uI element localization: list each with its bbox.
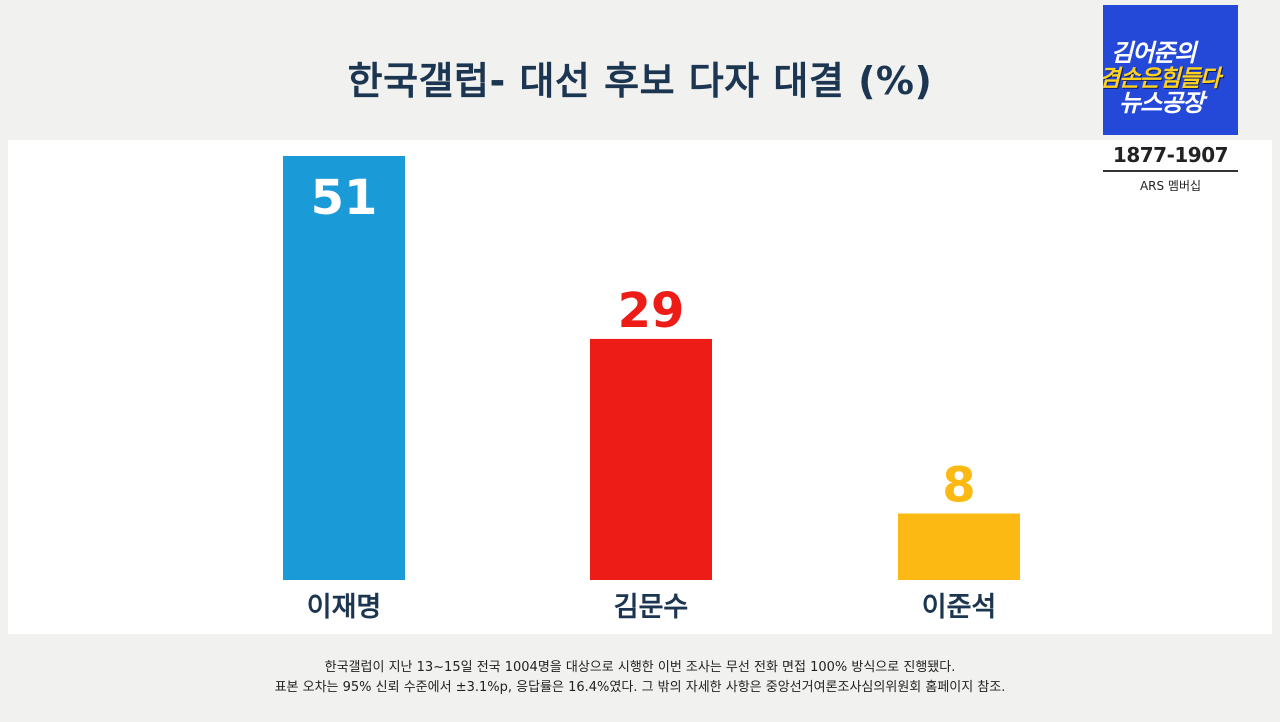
title-band (8, 6, 1272, 140)
bar-2 (590, 338, 712, 580)
bar-3 (898, 513, 1020, 580)
chart-panel: 한국갤럽- 대선 후보 다자 대결 (%) 51 이재명 29 김문수 8 이준석 한국갤… (8, 6, 1272, 716)
bar-chart: 51 이재명 29 김문수 8 이준석 (283, 156, 1020, 623)
chart-title: 한국갤럽- 대선 후보 다자 대결 (%) (347, 59, 933, 103)
phone-number: 1877-1907 (1112, 143, 1229, 167)
value-label-1: 51 (311, 170, 378, 226)
phone-divider (1103, 170, 1238, 172)
value-label-2: 29 (618, 283, 685, 339)
logo-line-3: 뉴스공장 (1119, 89, 1204, 117)
logo-line-1: 김어준의 (1111, 39, 1196, 67)
footnote-line-1: 한국갤럽이 지난 13~15일 전국 1004명을 대상으로 시행한 이번 조사… (324, 660, 956, 675)
news-factory-logo: 김어준의 겸손은힘들다 뉴스공장 (1103, 5, 1238, 135)
ars-membership-label: ARS 멤버십 (1139, 179, 1202, 193)
category-label-1: 이재명 (307, 592, 382, 623)
bar-1 (283, 156, 405, 580)
category-label-3: 이준석 (922, 592, 997, 623)
footer-band (8, 634, 1272, 716)
footnote-line-2: 표본 오차는 95% 신뢰 수준에서 ±3.1%p, 응답률은 16.4%였다.… (274, 680, 1006, 695)
category-label-2: 김문수 (614, 592, 689, 623)
value-label-3: 8 (942, 457, 975, 513)
logo-line-2: 겸손은힘들다 (1103, 66, 1221, 92)
